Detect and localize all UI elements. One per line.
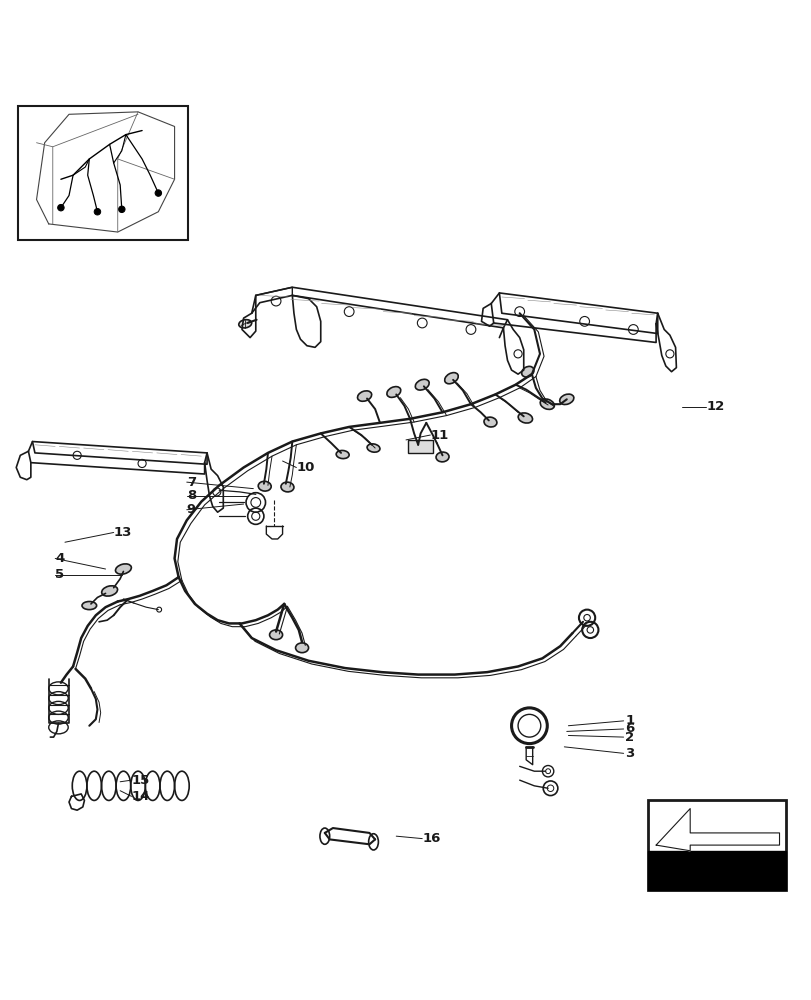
Ellipse shape bbox=[258, 481, 271, 491]
Ellipse shape bbox=[367, 444, 380, 452]
Text: 1: 1 bbox=[624, 714, 633, 727]
Ellipse shape bbox=[559, 394, 573, 405]
Circle shape bbox=[155, 190, 161, 196]
Text: 9: 9 bbox=[187, 503, 195, 516]
Ellipse shape bbox=[386, 387, 401, 397]
Ellipse shape bbox=[357, 391, 371, 401]
Text: 6: 6 bbox=[624, 722, 633, 735]
Polygon shape bbox=[655, 809, 779, 851]
Circle shape bbox=[118, 206, 125, 213]
Ellipse shape bbox=[238, 320, 251, 328]
Text: 7: 7 bbox=[187, 476, 195, 489]
Ellipse shape bbox=[82, 601, 97, 610]
Ellipse shape bbox=[336, 450, 349, 459]
Text: 2: 2 bbox=[624, 731, 633, 744]
Polygon shape bbox=[647, 851, 785, 890]
Text: 15: 15 bbox=[131, 774, 149, 787]
Ellipse shape bbox=[295, 643, 308, 653]
Ellipse shape bbox=[517, 413, 532, 423]
Ellipse shape bbox=[115, 564, 131, 574]
Text: 11: 11 bbox=[430, 429, 448, 442]
Text: 5: 5 bbox=[55, 568, 64, 581]
Ellipse shape bbox=[414, 379, 429, 390]
Text: 10: 10 bbox=[296, 461, 315, 474]
Ellipse shape bbox=[436, 452, 448, 462]
Bar bbox=[408, 440, 432, 453]
Ellipse shape bbox=[444, 373, 457, 384]
Ellipse shape bbox=[101, 586, 118, 596]
Bar bbox=[18, 106, 188, 240]
Circle shape bbox=[58, 204, 64, 211]
Text: 13: 13 bbox=[114, 526, 132, 539]
Bar bbox=[647, 800, 785, 890]
Ellipse shape bbox=[521, 366, 534, 377]
Circle shape bbox=[94, 208, 101, 215]
Text: 4: 4 bbox=[55, 552, 64, 565]
Text: 8: 8 bbox=[187, 489, 195, 502]
Text: 3: 3 bbox=[624, 747, 633, 760]
Ellipse shape bbox=[269, 630, 282, 640]
Text: 12: 12 bbox=[706, 400, 723, 413]
Ellipse shape bbox=[539, 399, 554, 409]
Ellipse shape bbox=[281, 482, 294, 492]
Ellipse shape bbox=[483, 417, 496, 427]
Text: 14: 14 bbox=[131, 790, 150, 803]
Text: 16: 16 bbox=[422, 832, 440, 845]
